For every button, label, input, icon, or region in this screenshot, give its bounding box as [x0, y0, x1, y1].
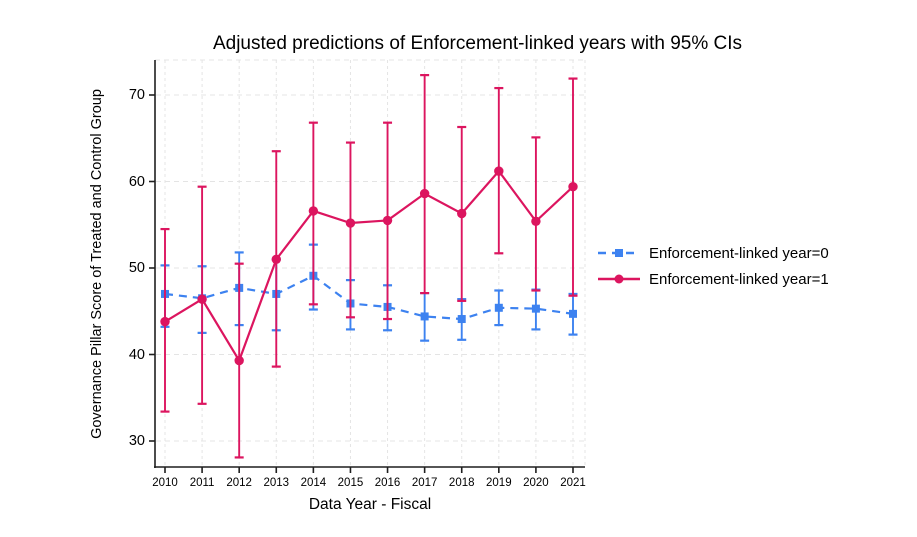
legend-sample-shape — [615, 249, 623, 257]
data-point-marker — [382, 215, 393, 226]
data-point-marker — [234, 355, 244, 366]
data-point-marker — [569, 309, 577, 318]
y-tick-label: 40 — [128, 346, 145, 363]
x-tick-label: 2021 — [560, 477, 586, 489]
data-point-marker — [419, 188, 430, 199]
data-point-marker — [271, 254, 281, 265]
x-tick-label: 2018 — [448, 477, 475, 489]
x-tick-label: 2012 — [226, 477, 252, 489]
data-point-marker — [197, 294, 207, 304]
data-point-marker — [457, 208, 467, 219]
y-axis-title: Governance Pillar Score of Treated and C… — [89, 89, 105, 439]
legend-item-year1: Enforcement-linked year=1 — [598, 269, 829, 289]
x-tick-label: 2014 — [300, 477, 327, 489]
data-point-marker — [345, 218, 356, 228]
x-tick-label: 2010 — [152, 477, 178, 489]
x-tick-label: 2016 — [374, 477, 401, 489]
data-point-marker — [531, 216, 541, 226]
data-point-marker — [494, 166, 504, 176]
series-line-0 — [164, 274, 574, 321]
data-point-marker — [531, 304, 540, 313]
y-tick-label: 70 — [128, 87, 145, 103]
x-axis-title: Data Year - Fiscal — [308, 496, 432, 513]
legend-sample-year1 — [598, 274, 640, 284]
data-point-marker — [160, 316, 170, 327]
data-point-marker — [568, 181, 578, 192]
legend-item-year0: Enforcement-linked year=0 — [598, 243, 829, 263]
data-point-marker — [494, 303, 503, 312]
legend-label-year1: Enforcement-linked year=1 — [649, 270, 829, 288]
y-tick-label: 60 — [128, 173, 145, 190]
data-point-marker — [420, 312, 429, 321]
legend-sample-year0 — [598, 249, 640, 257]
series-line-1 — [164, 169, 574, 364]
legend-label-year0: Enforcement-linked year=0 — [649, 244, 829, 262]
data-point-marker — [457, 315, 466, 324]
chart-title: Adjusted predictions of Enforcement-link… — [212, 33, 743, 54]
x-tick-label: 2019 — [486, 477, 512, 489]
y-tick-label: 30 — [128, 433, 145, 449]
x-tick-label: 2013 — [263, 477, 290, 489]
legend: Enforcement-linked year=0 Enforcement-li… — [598, 243, 829, 295]
legend-sample-shape — [614, 274, 624, 284]
x-tick-label: 2011 — [189, 477, 215, 489]
x-tick-label: 2020 — [523, 477, 549, 489]
x-tick-label: 2017 — [411, 477, 438, 489]
x-tick-label: 2015 — [337, 477, 364, 489]
y-tick-label: 50 — [128, 260, 145, 276]
data-point-marker — [308, 206, 319, 216]
